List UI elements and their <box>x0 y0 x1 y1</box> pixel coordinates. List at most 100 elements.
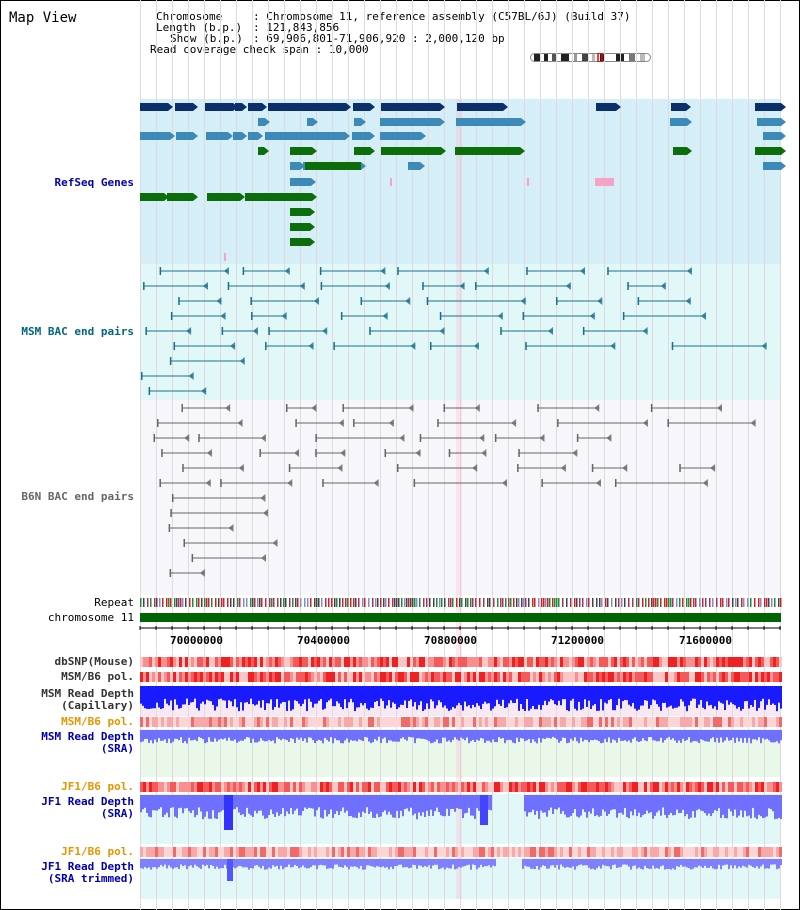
read-depth-bar <box>240 686 242 703</box>
polymorphism-cell <box>194 847 197 857</box>
read-depth-bar <box>220 795 222 812</box>
repeat-mark <box>174 598 176 607</box>
msm-depth-sra-label-1[interactable]: MSM Read Depth <box>41 730 134 743</box>
jf1-trim-label-1[interactable]: JF1 Read Depth <box>41 860 134 873</box>
read-depth-bar <box>296 859 298 867</box>
refseq-gene <box>354 147 370 155</box>
repeat-mark <box>510 598 512 607</box>
jf1-trim-label-2[interactable]: (SRA trimmed) <box>47 872 134 885</box>
read-depth-bar <box>538 795 540 819</box>
polymorphism-cell <box>146 782 149 792</box>
read-depth-bar <box>178 795 180 809</box>
polymorphism-cell <box>695 717 698 727</box>
polymorphism-cell <box>359 782 362 792</box>
bac-end <box>360 297 363 305</box>
polymorphism-cell <box>380 657 383 667</box>
polymorphism-cell <box>428 847 431 857</box>
msm-pol2-label[interactable]: MSM/B6 pol. <box>61 715 134 728</box>
polymorphism-cell <box>332 782 335 792</box>
polymorphism-cell <box>500 657 503 667</box>
bac-end <box>250 297 252 305</box>
read-depth-bar <box>646 859 648 869</box>
polymorphism-cell <box>491 847 494 857</box>
read-depth-bar <box>744 795 746 811</box>
polymorphism-cell <box>308 847 311 857</box>
repeat-mark <box>350 598 352 607</box>
polymorphism-cell <box>635 657 638 667</box>
read-depth-bar <box>384 795 386 811</box>
repeat-mark <box>760 598 762 607</box>
msm-pol-label[interactable]: MSM/B6 pol. <box>61 670 134 683</box>
read-depth-bar <box>164 859 166 865</box>
read-depth-bar <box>450 795 452 810</box>
polymorphism-cell <box>602 657 605 667</box>
polymorphism-cell <box>578 717 581 727</box>
dbsnp-label[interactable]: dbSNP(Mouse) <box>54 655 134 668</box>
read-depth-bar <box>360 730 362 741</box>
polymorphism-cell <box>248 847 251 857</box>
polymorphism-cell <box>581 657 584 667</box>
polymorphism-cell <box>305 672 308 682</box>
polymorphism-cell <box>713 847 716 857</box>
polymorphism-cell <box>296 657 299 667</box>
repeat-mark <box>383 598 385 607</box>
repeat-mark <box>292 598 294 607</box>
jf1-pol-label[interactable]: JF1/B6 pol. <box>61 780 134 793</box>
bac-end <box>178 297 180 305</box>
read-depth-bar <box>710 730 712 739</box>
polymorphism-cell <box>272 847 275 857</box>
polymorphism-cell <box>428 672 431 682</box>
read-depth-bar <box>660 795 662 816</box>
polymorphism-cell <box>191 717 194 727</box>
gene-arrow <box>440 118 445 126</box>
jf1-pol2-label[interactable]: JF1/B6 pol. <box>61 845 134 858</box>
bac-end <box>168 524 171 532</box>
msm-depth-cap-label-1[interactable]: MSM Read Depth <box>41 687 134 700</box>
repeat-mark <box>632 598 634 607</box>
b6n-bac-label[interactable]: B6N BAC end pairs <box>21 490 134 503</box>
repeat-mark <box>521 598 523 607</box>
polymorphism-cell <box>518 847 521 857</box>
read-depth-bar <box>554 859 556 868</box>
polymorphism-cell <box>401 672 404 682</box>
polymorphism-cell <box>215 847 218 857</box>
repeat-mark <box>611 598 613 607</box>
polymorphism-cell <box>275 672 278 682</box>
bac-end <box>439 312 442 320</box>
bac-end <box>622 312 625 320</box>
jf1-depth-label-1[interactable]: JF1 Read Depth <box>41 795 134 808</box>
jf1-depth-label-2[interactable]: (SRA) <box>100 807 134 820</box>
polymorphism-cell <box>311 847 314 857</box>
polymorphism-cell <box>743 847 746 857</box>
polymorphism-cell <box>764 657 767 667</box>
repeat-mark <box>342 598 344 607</box>
gene-arrow <box>781 118 786 126</box>
read-depth-bar <box>448 795 450 816</box>
refseq-label[interactable]: RefSeq Genes <box>54 176 134 189</box>
gene-arrow <box>228 132 233 140</box>
read-depth-bar <box>570 730 572 739</box>
read-depth-bar <box>654 795 656 816</box>
polymorphism-cell <box>308 717 311 727</box>
read-depth-bar <box>694 686 696 699</box>
read-depth-bar <box>168 795 170 818</box>
bac-end <box>481 449 487 457</box>
read-depth-bar <box>204 795 206 817</box>
read-depth-bar <box>500 686 502 706</box>
read-depth-bar <box>630 730 632 743</box>
msm-depth-sra-label-2[interactable]: (SRA) <box>100 742 134 755</box>
polymorphism-cell <box>740 847 743 857</box>
msm-bac-label[interactable]: MSM BAC end pairs <box>21 325 134 338</box>
polymorphism-cell <box>215 782 218 792</box>
polymorphism-cell <box>509 672 512 682</box>
repeat-mark <box>771 598 773 607</box>
read-depth-bar <box>634 730 636 738</box>
read-depth-bar <box>592 795 594 809</box>
read-depth-bar <box>246 686 248 703</box>
repeat-mark <box>461 598 463 607</box>
read-depth-bar <box>778 859 780 869</box>
bac-end <box>572 449 578 457</box>
msm-depth-cap-label-2[interactable]: (Capillary) <box>61 699 134 712</box>
polymorphism-cell <box>689 717 692 727</box>
